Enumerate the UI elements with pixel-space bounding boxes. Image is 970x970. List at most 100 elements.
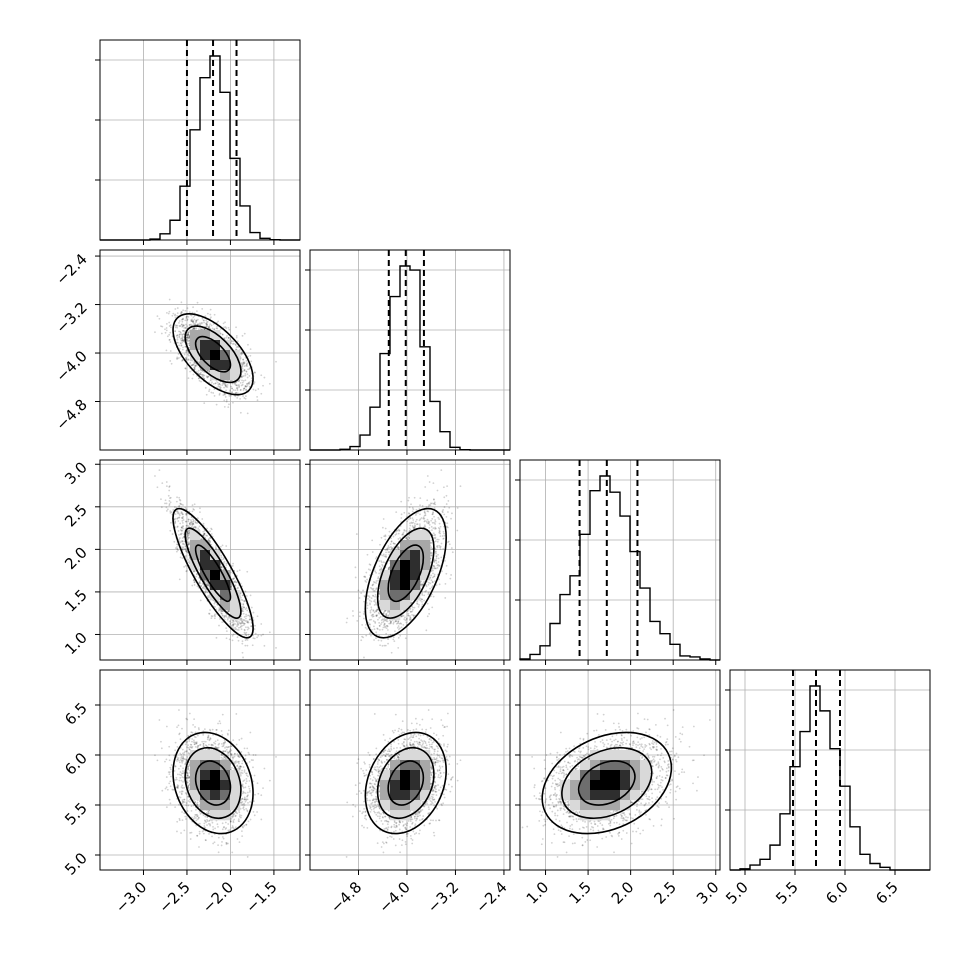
sample-point [223,392,226,395]
sample-point [181,311,183,313]
sample-point [236,340,239,343]
sample-point [245,607,248,609]
sample-point [214,601,217,604]
histogram-bin [800,732,810,870]
sample-point [191,320,194,323]
sample-point [180,342,182,345]
sample-point [187,358,190,361]
sample-point [201,307,204,310]
sample-point [187,331,190,334]
sample-point [179,342,182,344]
sample-point [185,358,188,361]
sample-point [177,353,180,355]
sample-point [174,547,177,550]
sample-point [236,624,239,626]
histogram-bin [420,347,430,450]
sample-point [231,578,234,580]
sample-point [187,537,190,539]
sample-point [195,319,198,322]
sample-point [187,331,190,334]
sample-point [188,336,191,339]
histogram-bin [860,854,870,870]
sample-point [176,336,179,339]
sample-point [232,389,235,391]
sample-point [182,318,184,321]
sample-point [232,342,235,345]
sample-point [179,522,182,525]
sample-point [242,622,245,625]
sample-point [226,335,228,337]
sample-point [203,533,205,536]
sample-point [183,353,186,356]
histogram-panel-1 [305,249,511,455]
sample-point [180,344,183,347]
sample-point [188,311,191,314]
sample-point [195,320,197,323]
sample-point [186,530,189,533]
sample-point [180,344,183,347]
sample-point [237,620,240,623]
sample-point [242,361,245,364]
sample-point [174,313,177,316]
sample-point [190,520,193,523]
sample-point [241,618,243,621]
sample-point [170,511,173,514]
sample-point [235,581,237,583]
sample-point [205,321,208,324]
sample-point [247,343,249,346]
sample-point [198,525,201,528]
sample-point [212,323,215,325]
sample-point [243,387,246,390]
sample-point [185,512,188,515]
axes-frame [309,249,511,451]
density-cell [200,330,211,341]
sample-point [260,623,263,625]
histogram-bin [580,534,590,660]
sample-point [191,364,193,367]
histogram-panel-0 [95,39,301,245]
sample-point [245,359,248,362]
sample-point [179,528,182,531]
sample-point [182,323,185,326]
sample-point [243,628,246,631]
sample-point [180,532,183,535]
contour-line [184,325,242,384]
sample-point [214,606,216,608]
sample-point [168,333,171,336]
sample-point [224,396,227,398]
sample-point [217,600,220,603]
sample-point [185,547,188,550]
sample-point [168,339,171,341]
sample-point [168,298,171,301]
sample-point [249,348,252,350]
sample-point [179,502,182,505]
sample-point [181,548,184,551]
sample-point [187,354,190,357]
sample-point [175,325,178,327]
sample-point [235,346,238,348]
sample-point [182,525,184,527]
sample-point [243,599,246,602]
sample-point [186,319,189,322]
sample-point [179,503,182,505]
histogram-bin [620,516,630,660]
sample-point [225,637,228,640]
sample-point [215,608,218,611]
sample-point [179,312,182,315]
sample-point [192,363,195,366]
density-cell [210,350,221,361]
histogram-bin [560,595,570,660]
sample-point [187,543,190,546]
histogram-bin [180,186,190,240]
sample-point [169,511,172,514]
histogram-bin [610,492,620,660]
sample-point [209,537,212,539]
sample-point [209,530,211,533]
sample-point [205,534,208,537]
sample-point [192,522,195,525]
sample-point [190,521,193,524]
sample-point [227,406,230,409]
sample-point [236,384,239,387]
sample-point [171,314,174,317]
sample-point [241,334,244,337]
